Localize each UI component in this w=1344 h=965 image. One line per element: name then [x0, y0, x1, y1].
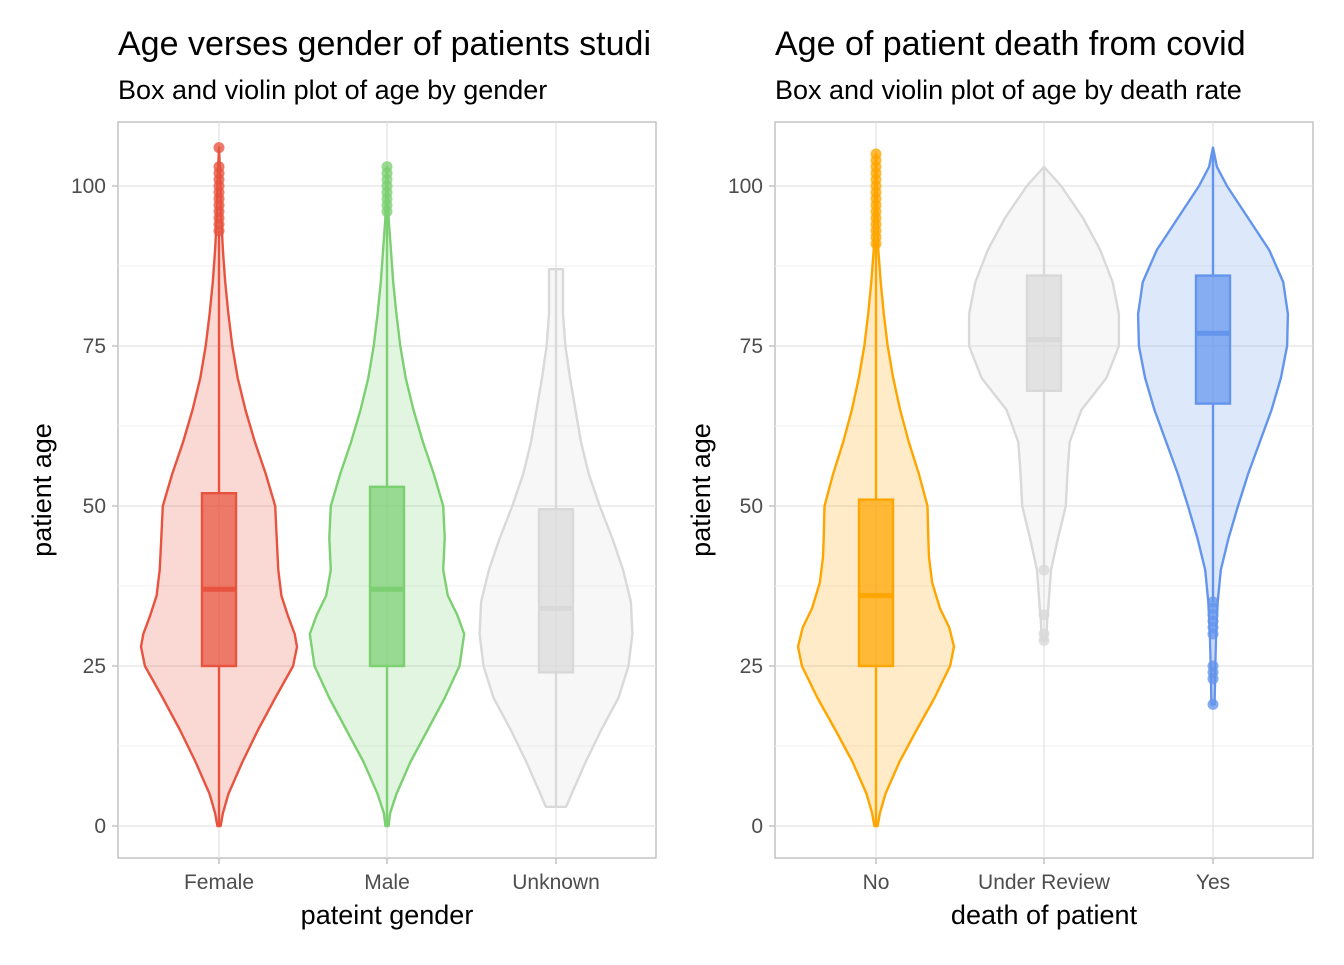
y-tick-label: 100	[728, 175, 763, 198]
group-female	[139, 142, 299, 828]
x-tick-label-female: Female	[184, 871, 254, 894]
box-male	[368, 485, 406, 668]
outlier-point	[381, 161, 393, 173]
box-yes	[1194, 274, 1232, 405]
y-tick-label: 100	[71, 175, 106, 198]
left-plot-area: 0 25 50 75 100 Female Male Unknown	[71, 122, 656, 894]
left-chart-subtitle: Box and violin plot of age by gender	[118, 75, 547, 105]
left-x-axis-title: pateint gender	[301, 900, 474, 930]
group-unknown	[478, 268, 634, 808]
y-tick-label: 0	[94, 815, 106, 838]
left-y-axis-title: patient age	[27, 423, 57, 557]
group-yes	[1136, 146, 1290, 710]
x-tick-label-no: No	[863, 871, 890, 894]
right-chart-title: Age of patient death from covid	[775, 25, 1246, 63]
outlier-point	[213, 161, 225, 173]
outlier-point	[213, 142, 225, 154]
y-tick-label: 25	[740, 655, 763, 678]
x-tick-label-male: Male	[364, 871, 410, 894]
group-no	[796, 148, 956, 828]
y-tick-label: 75	[740, 335, 763, 358]
left-chart-title: Age verses gender of patients studi	[118, 25, 651, 63]
box-under-review	[1025, 274, 1063, 393]
outlier-point	[1038, 628, 1050, 640]
right-y-axis-title: patient age	[686, 423, 716, 557]
y-tick-label: 50	[740, 495, 763, 518]
y-tick-label: 25	[83, 655, 106, 678]
right-panel: Age of patient death from covid Box and …	[686, 25, 1314, 930]
right-chart-subtitle: Box and violin plot of age by death rate	[775, 75, 1242, 105]
group-male	[308, 161, 466, 828]
box-no	[857, 498, 895, 668]
outlier-point	[870, 148, 882, 160]
outlier-point	[1207, 698, 1219, 710]
y-tick-label: 50	[83, 495, 106, 518]
y-tick-label: 0	[751, 815, 763, 838]
left-panel: Age verses gender of patients studi Box …	[27, 25, 657, 930]
x-tick-label-under-review: Under Review	[978, 871, 1111, 894]
right-x-axis-title: death of patient	[951, 900, 1138, 930]
outlier-point	[1038, 564, 1050, 576]
outlier-point	[1207, 596, 1219, 608]
group-under-review	[967, 165, 1121, 646]
box-female	[200, 492, 238, 668]
x-tick-label-yes: Yes	[1196, 871, 1230, 894]
y-tick-label: 75	[83, 335, 106, 358]
outlier-point	[1207, 660, 1219, 672]
box-unknown	[537, 508, 575, 674]
x-tick-label-unknown: Unknown	[512, 871, 600, 894]
right-plot-area: 0 25 50 75 100 No Under Review Yes	[728, 122, 1313, 894]
outlier-point	[1038, 609, 1050, 621]
